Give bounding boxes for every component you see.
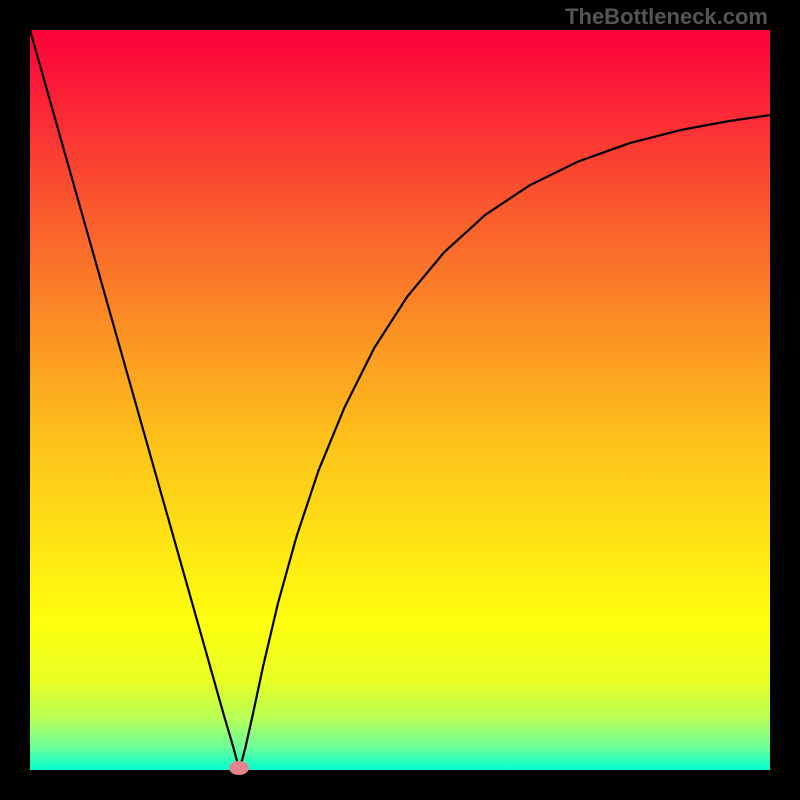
minimum-marker bbox=[229, 761, 249, 775]
plot-area bbox=[30, 30, 770, 770]
watermark-text: TheBottleneck.com bbox=[565, 4, 768, 30]
bottleneck-curve-svg bbox=[30, 30, 770, 770]
bottleneck-curve bbox=[30, 30, 770, 770]
chart-frame: TheBottleneck.com bbox=[0, 0, 800, 800]
